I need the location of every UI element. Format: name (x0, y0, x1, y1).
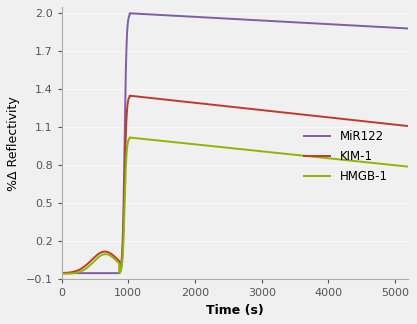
HMGB-1 (335, 157, 340, 161)
HMGB-1 (406, 165, 411, 168)
KIM-1 (406, 124, 411, 128)
Line: HMGB-1: HMGB-1 (62, 137, 409, 274)
MiR122 (406, 27, 411, 30)
HMGB-1 (264, 150, 269, 154)
KIM-1 (127, 94, 132, 98)
HMGB-1 (316, 155, 321, 159)
MiR122 (185, 15, 190, 18)
MiR122 (279, 20, 284, 24)
KIM-1 (76, 268, 81, 272)
HMGB-1 (127, 135, 132, 139)
KIM-1 (316, 114, 321, 118)
Line: KIM-1: KIM-1 (62, 96, 409, 273)
MiR122 (59, 271, 64, 275)
HMGB-1 (185, 142, 190, 145)
MiR122 (264, 19, 269, 23)
Line: MiR122: MiR122 (62, 13, 409, 273)
Legend: MiR122, KIM-1, HMGB-1: MiR122, KIM-1, HMGB-1 (299, 125, 392, 188)
KIM-1 (264, 109, 269, 113)
MiR122 (127, 11, 132, 15)
KIM-1 (59, 271, 64, 275)
HMGB-1 (279, 152, 284, 156)
MiR122 (335, 23, 340, 27)
MiR122 (76, 271, 81, 275)
KIM-1 (279, 110, 284, 114)
HMGB-1 (59, 272, 64, 276)
KIM-1 (185, 100, 190, 104)
X-axis label: Time (s): Time (s) (206, 304, 264, 317)
HMGB-1 (76, 270, 81, 274)
KIM-1 (335, 116, 340, 120)
MiR122 (316, 22, 321, 26)
Y-axis label: %Δ Reflectivity: %Δ Reflectivity (7, 96, 20, 191)
